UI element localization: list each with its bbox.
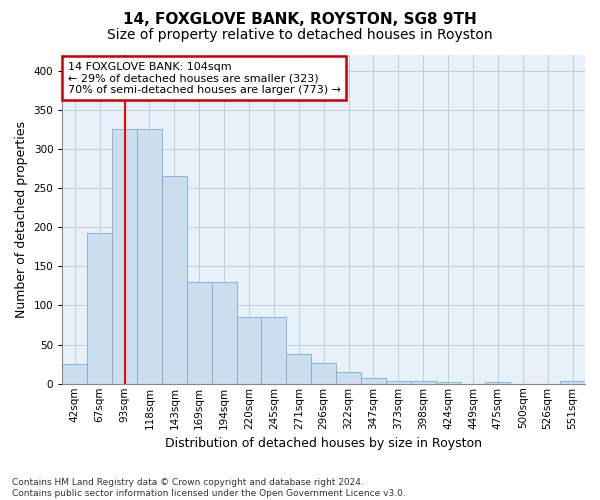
- Bar: [62, 364, 87, 384]
- Bar: [162, 176, 187, 384]
- Bar: [336, 372, 361, 384]
- Bar: [212, 282, 236, 384]
- Bar: [311, 362, 336, 384]
- Bar: [485, 382, 511, 384]
- Bar: [386, 380, 411, 384]
- Bar: [286, 354, 311, 384]
- X-axis label: Distribution of detached houses by size in Royston: Distribution of detached houses by size …: [165, 437, 482, 450]
- Text: Contains HM Land Registry data © Crown copyright and database right 2024.
Contai: Contains HM Land Registry data © Crown c…: [12, 478, 406, 498]
- Bar: [361, 378, 386, 384]
- Bar: [87, 234, 112, 384]
- Bar: [262, 317, 286, 384]
- Bar: [560, 382, 585, 384]
- Y-axis label: Number of detached properties: Number of detached properties: [15, 121, 28, 318]
- Text: Size of property relative to detached houses in Royston: Size of property relative to detached ho…: [107, 28, 493, 42]
- Bar: [112, 130, 137, 384]
- Text: 14, FOXGLOVE BANK, ROYSTON, SG8 9TH: 14, FOXGLOVE BANK, ROYSTON, SG8 9TH: [123, 12, 477, 28]
- Bar: [236, 317, 262, 384]
- Text: 14 FOXGLOVE BANK: 104sqm
← 29% of detached houses are smaller (323)
70% of semi-: 14 FOXGLOVE BANK: 104sqm ← 29% of detach…: [68, 62, 341, 95]
- Bar: [137, 130, 162, 384]
- Bar: [436, 382, 461, 384]
- Bar: [187, 282, 212, 384]
- Bar: [411, 380, 436, 384]
